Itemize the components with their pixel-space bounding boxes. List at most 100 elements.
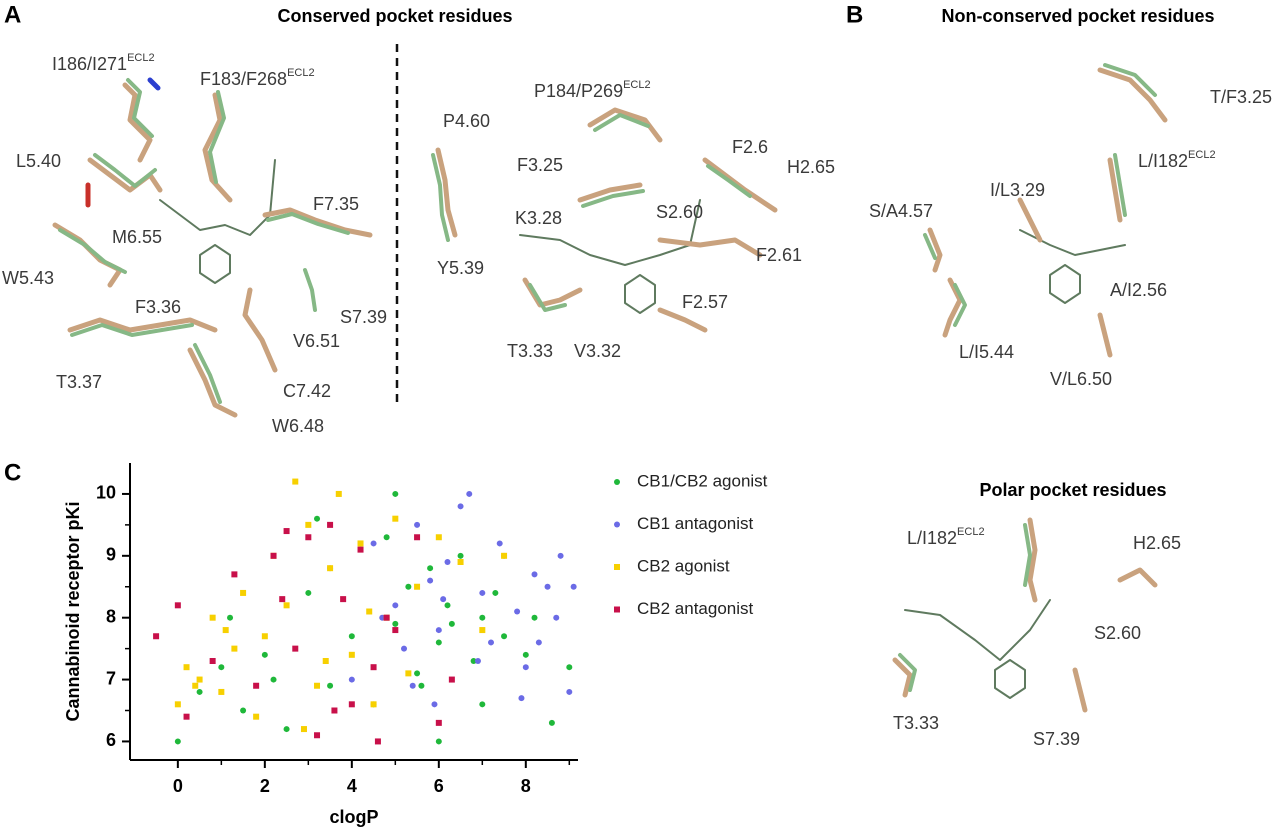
- point: [479, 589, 486, 596]
- x-tick-label: 8: [521, 776, 531, 796]
- residue-label: P184/P269ECL2: [534, 79, 651, 101]
- point: [435, 719, 442, 726]
- y-tick-label: 7: [106, 668, 116, 688]
- point: [292, 645, 299, 652]
- point: [544, 583, 551, 590]
- residue-name: P184/P269: [534, 81, 623, 101]
- point: [444, 602, 451, 609]
- point: [314, 515, 321, 522]
- point: [409, 682, 416, 689]
- residue-name: S2.60: [1094, 623, 1141, 643]
- ligand-ring: [994, 659, 1026, 699]
- residue-label: F183/F268ECL2: [200, 67, 315, 89]
- point: [240, 589, 247, 596]
- point: [322, 658, 329, 664]
- legend-label: CB1 antagonist: [637, 514, 754, 533]
- residue-label: S7.39: [1033, 729, 1080, 749]
- point: [557, 552, 564, 559]
- residue-label: I/L3.29: [990, 180, 1045, 200]
- panel-title: Conserved pocket residues: [277, 6, 512, 26]
- point: [279, 596, 286, 603]
- point: [270, 552, 277, 559]
- stick: [953, 283, 967, 327]
- x-tick-label: 6: [434, 776, 444, 796]
- point: [261, 633, 268, 640]
- residue-name: K3.28: [515, 208, 562, 228]
- stick: [58, 228, 127, 274]
- point: [435, 534, 442, 541]
- point: [535, 639, 542, 646]
- residue-name: V/L6.50: [1050, 369, 1112, 389]
- legend-marker: [614, 564, 620, 570]
- point: [196, 688, 203, 695]
- point: [366, 608, 373, 615]
- point: [340, 596, 347, 603]
- residue-label: L/I182ECL2: [1138, 149, 1216, 171]
- residue-label: L/I5.44: [959, 342, 1014, 362]
- legend-marker: [614, 606, 620, 613]
- point: [435, 627, 442, 634]
- point: [418, 682, 425, 689]
- stick: [1097, 67, 1168, 123]
- residue-name: C7.42: [283, 381, 331, 401]
- residue-label: H2.65: [1133, 533, 1181, 553]
- point: [531, 571, 538, 578]
- stick: [262, 207, 373, 238]
- ligand: [159, 159, 276, 236]
- point: [314, 732, 321, 739]
- point: [392, 602, 399, 609]
- residue-label: T3.33: [507, 341, 553, 361]
- point: [283, 726, 290, 733]
- point: [253, 713, 260, 720]
- y-tick-label: 6: [106, 730, 116, 750]
- point: [383, 614, 390, 621]
- point: [174, 602, 181, 609]
- point: [218, 664, 225, 671]
- residue-label: L/I182ECL2: [907, 526, 985, 548]
- residue-name: S7.39: [340, 307, 387, 327]
- residue-label: F2.57: [682, 292, 728, 312]
- stick: [898, 653, 917, 692]
- molecular-structures: [52, 63, 1168, 713]
- point: [470, 658, 477, 664]
- point: [231, 571, 238, 578]
- residue-superscript: ECL2: [127, 52, 155, 64]
- point: [435, 738, 442, 745]
- ligand-ring: [1049, 264, 1081, 304]
- point: [209, 658, 216, 664]
- point: [466, 490, 473, 497]
- stick: [208, 90, 226, 184]
- residue-name: S7.39: [1033, 729, 1080, 749]
- point: [488, 639, 495, 646]
- point: [305, 589, 312, 596]
- point: [427, 565, 434, 572]
- point: [553, 614, 560, 621]
- stick: [93, 153, 157, 188]
- y-tick-label: 10: [96, 483, 116, 503]
- residue-label: F3.25: [517, 155, 563, 175]
- point: [348, 676, 355, 683]
- point: [370, 701, 377, 708]
- point: [414, 521, 421, 528]
- stick: [1117, 567, 1158, 588]
- stick: [187, 347, 238, 418]
- stick: [67, 317, 218, 333]
- point: [240, 707, 247, 714]
- point: [153, 633, 160, 640]
- point: [435, 639, 442, 646]
- point: [479, 627, 486, 634]
- point: [522, 664, 529, 671]
- point: [370, 664, 377, 671]
- stick: [70, 323, 194, 337]
- point: [448, 676, 455, 683]
- point: [566, 664, 573, 671]
- residue-name: L/I182: [1138, 151, 1188, 171]
- point: [392, 620, 399, 627]
- residue-label: Y5.39: [437, 258, 484, 278]
- residue-name: T3.37: [56, 372, 102, 392]
- point: [444, 559, 451, 565]
- point: [192, 682, 199, 689]
- stick: [1072, 667, 1088, 713]
- residue-name: W5.43: [2, 268, 54, 288]
- stick: [657, 307, 708, 333]
